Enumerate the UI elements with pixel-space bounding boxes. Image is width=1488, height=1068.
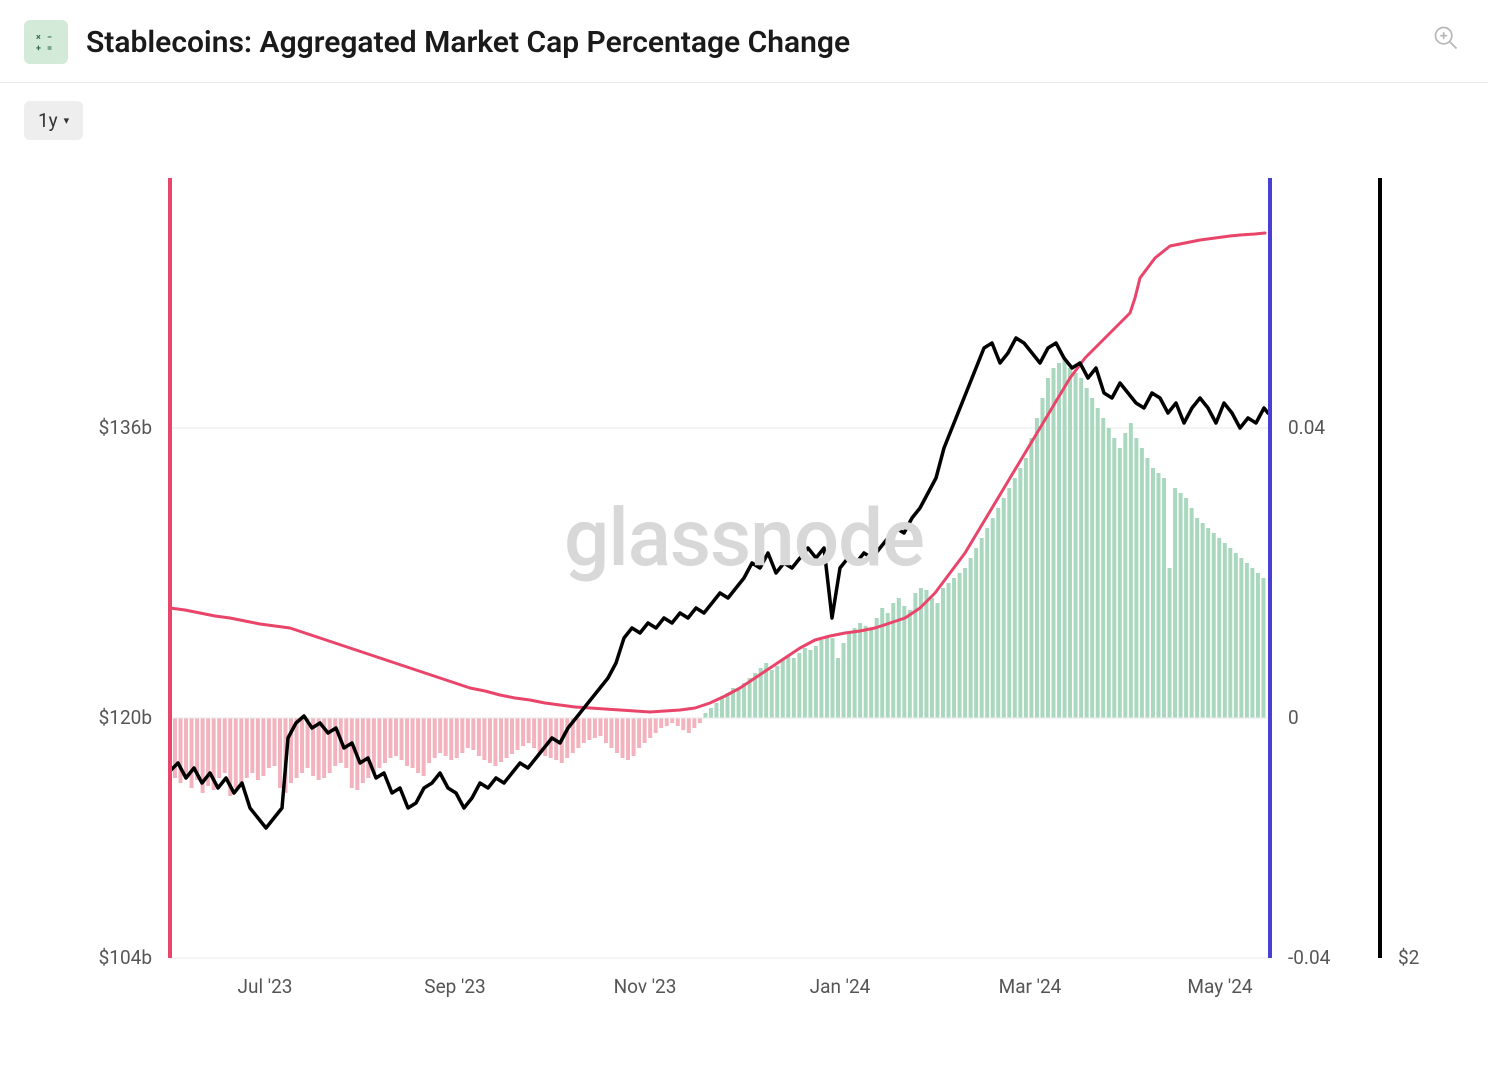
formula-icon: × − + = (24, 20, 68, 64)
caret-down-icon: ▾ (64, 114, 70, 127)
svg-text:0: 0 (1288, 706, 1299, 729)
chart-controls: 1y ▾ (0, 83, 1488, 148)
chart-header: × − + = Stablecoins: Aggregated Market C… (0, 0, 1488, 83)
svg-text:$104b: $104b (99, 946, 152, 969)
svg-text:+: + (36, 44, 41, 53)
svg-text:$20k: $20k (1398, 946, 1420, 969)
svg-text:May '24: May '24 (1187, 975, 1252, 998)
svg-text:-0.04: -0.04 (1288, 946, 1331, 969)
svg-text:=: = (47, 44, 52, 53)
chart-container: glassnode $136b$120b$104b0.040-0.04$20kJ… (40, 168, 1448, 1008)
svg-text:Mar '24: Mar '24 (999, 975, 1062, 998)
chart-title: Stablecoins: Aggregated Market Cap Perce… (86, 25, 850, 60)
range-label: 1y (38, 109, 58, 132)
zoom-in-icon[interactable] (1432, 24, 1460, 52)
svg-text:×: × (36, 33, 41, 43)
svg-text:Nov '23: Nov '23 (614, 975, 677, 998)
svg-text:Jan '24: Jan '24 (810, 975, 871, 998)
svg-text:Sep '23: Sep '23 (424, 975, 485, 998)
svg-text:Jul '23: Jul '23 (238, 975, 293, 998)
svg-text:$120b: $120b (99, 706, 152, 729)
time-range-selector[interactable]: 1y ▾ (24, 101, 83, 140)
main-chart: $136b $120b $104b 0.04 0 -0.04 $20k Jul '23 Sep … (40, 168, 1420, 1008)
svg-text:$136b: $136b (99, 416, 152, 439)
svg-text:−: − (47, 33, 52, 43)
svg-text:0.04: 0.04 (1288, 416, 1325, 439)
